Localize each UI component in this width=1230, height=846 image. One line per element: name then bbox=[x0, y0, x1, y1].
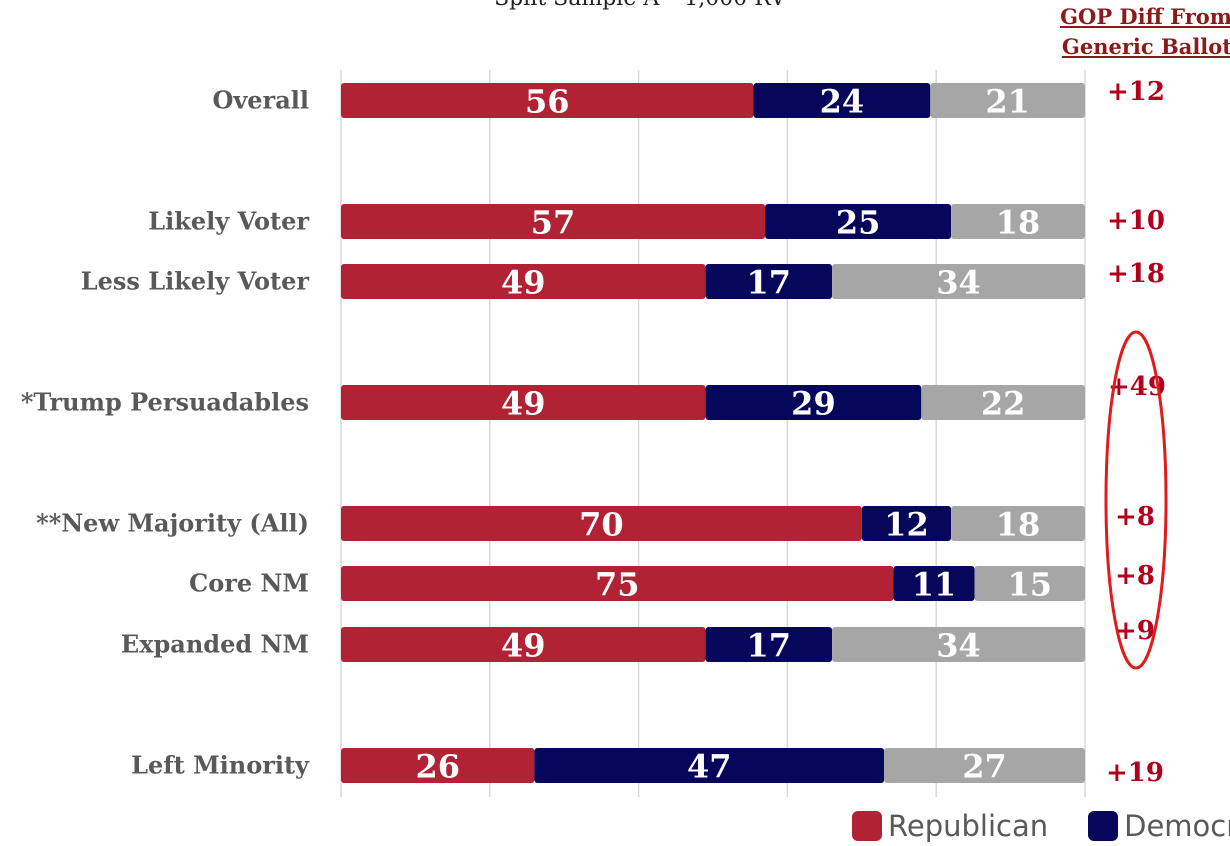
bar-segment bbox=[341, 385, 706, 420]
gop-diff-value: +8 bbox=[1115, 561, 1155, 591]
bar-segment bbox=[341, 627, 706, 662]
bar-segment bbox=[951, 204, 1085, 239]
bar-segment bbox=[341, 566, 894, 601]
bar-value-label: 49 bbox=[501, 627, 546, 665]
bar-segment bbox=[951, 506, 1085, 541]
stacked-bar-chart: Overall 56 24 21 +12 Likely Voter 57 25 18 +10 Les… bbox=[21, 70, 1168, 797]
category-label: Less Likely Voter bbox=[81, 267, 310, 296]
gop-diff-header: GOP Diff From Generic Ballot bbox=[1020, 2, 1230, 62]
bar-value-label: 12 bbox=[884, 506, 929, 544]
gop-diff-header-line1: GOP Diff From bbox=[1060, 4, 1230, 29]
bar-value-label: 24 bbox=[820, 83, 865, 121]
bar-segment bbox=[974, 566, 1085, 601]
gop-diff-value: +19 bbox=[1106, 758, 1164, 788]
bar-segment bbox=[861, 506, 952, 541]
bar-segment bbox=[832, 264, 1085, 299]
category-label: Overall bbox=[212, 86, 309, 115]
legend-swatch-republican bbox=[852, 811, 882, 841]
bar-segment bbox=[341, 506, 862, 541]
bar-value-label: 18 bbox=[996, 506, 1041, 544]
bar-segment bbox=[921, 385, 1085, 420]
bar-value-label: 49 bbox=[501, 264, 546, 302]
gop-diff-value: +12 bbox=[1107, 77, 1165, 107]
bar-value-label: 22 bbox=[981, 385, 1026, 423]
bar-segment bbox=[832, 627, 1085, 662]
legend-item-republican: Republican bbox=[852, 809, 1048, 843]
bar-value-label: 29 bbox=[791, 385, 836, 423]
bar-segment bbox=[753, 83, 931, 118]
bar-value-label: 70 bbox=[579, 506, 624, 544]
bar-value-label: 57 bbox=[531, 204, 576, 242]
category-label: Core NM bbox=[189, 569, 309, 598]
legend-label-republican: Republican bbox=[888, 809, 1049, 843]
legend-swatch-democrat bbox=[1088, 811, 1119, 841]
category-label: Expanded NM bbox=[121, 630, 309, 659]
bar-value-label: 56 bbox=[525, 83, 570, 121]
bar-segment bbox=[705, 627, 833, 662]
bar-segment bbox=[341, 264, 706, 299]
bar-segment bbox=[705, 264, 833, 299]
bar-value-label: 18 bbox=[996, 204, 1041, 242]
bar-value-label: 11 bbox=[912, 566, 957, 604]
bar-value-label: 75 bbox=[595, 566, 640, 604]
bar-segment bbox=[705, 385, 922, 420]
highlight-ellipse bbox=[1104, 330, 1168, 670]
bar-value-label: 17 bbox=[747, 264, 792, 302]
legend-label-democrat: Democrat bbox=[1124, 809, 1230, 843]
gop-diff-value: +18 bbox=[1107, 259, 1165, 289]
gop-diff-value: +8 bbox=[1115, 502, 1155, 532]
bar-segment bbox=[534, 748, 885, 783]
category-label: **New Majority (All) bbox=[36, 509, 309, 538]
category-label: Left Minority bbox=[131, 751, 310, 780]
bar-segment bbox=[884, 748, 1085, 783]
bar-segment bbox=[341, 204, 766, 239]
category-label: *Trump Persuadables bbox=[21, 388, 309, 417]
gop-diff-header-line2: Generic Ballot bbox=[1061, 34, 1230, 59]
bar-value-label: 49 bbox=[501, 385, 546, 423]
bar-value-label: 34 bbox=[936, 627, 981, 665]
category-label: Likely Voter bbox=[148, 207, 309, 236]
bar-value-label: 21 bbox=[985, 83, 1030, 121]
gop-diff-value: +9 bbox=[1115, 616, 1155, 646]
bar-segment bbox=[765, 204, 952, 239]
bar-segment bbox=[930, 83, 1085, 118]
bar-segment bbox=[893, 566, 975, 601]
bar-value-label: 25 bbox=[836, 204, 881, 242]
bar-value-label: 26 bbox=[415, 748, 460, 786]
bar-segment bbox=[341, 748, 535, 783]
bar-value-label: 27 bbox=[962, 748, 1007, 786]
bar-value-label: 17 bbox=[747, 627, 792, 665]
chart-legend: Republican Democrat bbox=[852, 806, 1230, 846]
bar-value-label: 47 bbox=[687, 748, 732, 786]
bar-value-label: 34 bbox=[936, 264, 981, 302]
chart-subtitle: Split Sample A – 1,000 RV bbox=[430, 0, 850, 11]
gop-diff-value: +10 bbox=[1107, 206, 1165, 236]
bar-segment bbox=[341, 83, 754, 118]
legend-item-democrat: Democrat bbox=[1088, 809, 1230, 843]
bar-value-label: 15 bbox=[1007, 566, 1052, 604]
